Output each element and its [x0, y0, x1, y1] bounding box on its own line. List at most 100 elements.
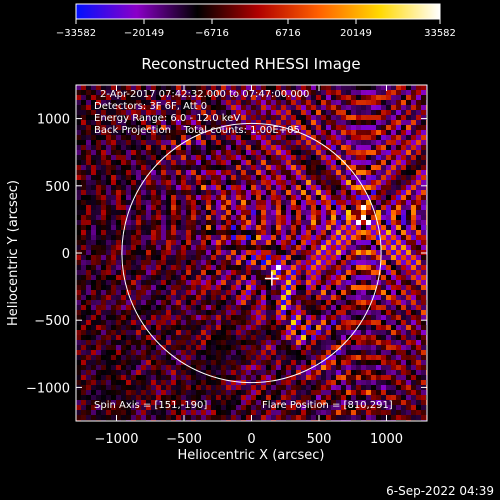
image-pixel	[341, 200, 346, 205]
image-pixel	[346, 175, 351, 180]
image-pixel	[421, 180, 426, 185]
image-pixel	[396, 295, 401, 300]
image-pixel	[136, 305, 141, 310]
image-pixel	[281, 330, 286, 335]
image-pixel	[126, 325, 131, 330]
image-pixel	[411, 235, 416, 240]
image-pixel	[296, 310, 301, 315]
image-pixel	[376, 125, 381, 130]
image-pixel	[101, 415, 106, 420]
image-pixel	[326, 95, 331, 100]
image-pixel	[106, 300, 111, 305]
image-pixel	[96, 160, 101, 165]
image-pixel	[241, 160, 246, 165]
image-pixel	[391, 275, 396, 280]
image-pixel	[81, 100, 86, 105]
image-pixel	[321, 370, 326, 375]
image-pixel	[116, 290, 121, 295]
image-pixel	[381, 360, 386, 365]
image-pixel	[401, 390, 406, 395]
image-pixel	[371, 275, 376, 280]
image-pixel	[286, 95, 291, 100]
image-pixel	[366, 285, 371, 290]
image-pixel	[156, 375, 161, 380]
image-pixel	[411, 260, 416, 265]
image-pixel	[76, 325, 81, 330]
image-pixel	[221, 290, 226, 295]
image-pixel	[111, 155, 116, 160]
image-pixel	[261, 365, 266, 370]
image-pixel	[406, 300, 411, 305]
image-pixel	[116, 230, 121, 235]
image-pixel	[376, 150, 381, 155]
image-pixel	[136, 230, 141, 235]
image-pixel	[201, 170, 206, 175]
image-pixel	[416, 205, 421, 210]
image-pixel	[391, 160, 396, 165]
image-pixel	[96, 310, 101, 315]
image-pixel	[136, 130, 141, 135]
image-pixel	[261, 245, 266, 250]
image-pixel	[341, 215, 346, 220]
image-pixel	[236, 200, 241, 205]
image-pixel	[326, 170, 331, 175]
image-pixel	[266, 155, 271, 160]
image-pixel	[396, 130, 401, 135]
image-pixel	[341, 230, 346, 235]
footer-timestamp: 6-Sep-2022 04:39	[386, 484, 494, 498]
image-pixel	[411, 250, 416, 255]
image-pixel	[401, 240, 406, 245]
image-pixel	[171, 335, 176, 340]
image-pixel	[266, 415, 271, 420]
image-pixel	[336, 395, 341, 400]
image-pixel	[371, 305, 376, 310]
image-pixel	[326, 270, 331, 275]
image-pixel	[301, 345, 306, 350]
image-pixel	[306, 210, 311, 215]
image-pixel	[106, 380, 111, 385]
image-pixel	[356, 375, 361, 380]
image-pixel	[271, 150, 276, 155]
image-pixel	[291, 330, 296, 335]
image-pixel	[241, 235, 246, 240]
image-pixel	[116, 340, 121, 345]
image-pixel	[271, 160, 276, 165]
image-pixel	[286, 270, 291, 275]
image-pixel	[151, 340, 156, 345]
image-pixel	[266, 270, 271, 275]
image-pixel	[296, 400, 301, 405]
image-pixel	[351, 115, 356, 120]
image-pixel	[316, 275, 321, 280]
image-pixel	[91, 285, 96, 290]
image-pixel	[351, 345, 356, 350]
image-pixel	[346, 180, 351, 185]
image-pixel	[371, 375, 376, 380]
image-pixel	[301, 375, 306, 380]
image-pixel	[311, 85, 316, 90]
image-pixel	[316, 160, 321, 165]
image-pixel	[391, 320, 396, 325]
image-pixel	[211, 240, 216, 245]
image-pixel	[196, 175, 201, 180]
image-pixel	[206, 300, 211, 305]
image-pixel	[191, 120, 196, 125]
image-pixel	[261, 185, 266, 190]
image-pixel	[91, 130, 96, 135]
image-pixel	[356, 200, 361, 205]
image-pixel	[266, 95, 271, 100]
image-pixel	[256, 90, 261, 95]
image-pixel	[111, 145, 116, 150]
image-pixel	[396, 285, 401, 290]
image-pixel	[226, 185, 231, 190]
image-pixel	[161, 120, 166, 125]
image-pixel	[186, 310, 191, 315]
image-pixel	[201, 95, 206, 100]
image-pixel	[291, 265, 296, 270]
image-pixel	[416, 395, 421, 400]
image-pixel	[296, 395, 301, 400]
image-pixel	[286, 140, 291, 145]
image-pixel	[191, 310, 196, 315]
image-pixel	[221, 280, 226, 285]
image-pixel	[331, 305, 336, 310]
image-pixel	[291, 375, 296, 380]
